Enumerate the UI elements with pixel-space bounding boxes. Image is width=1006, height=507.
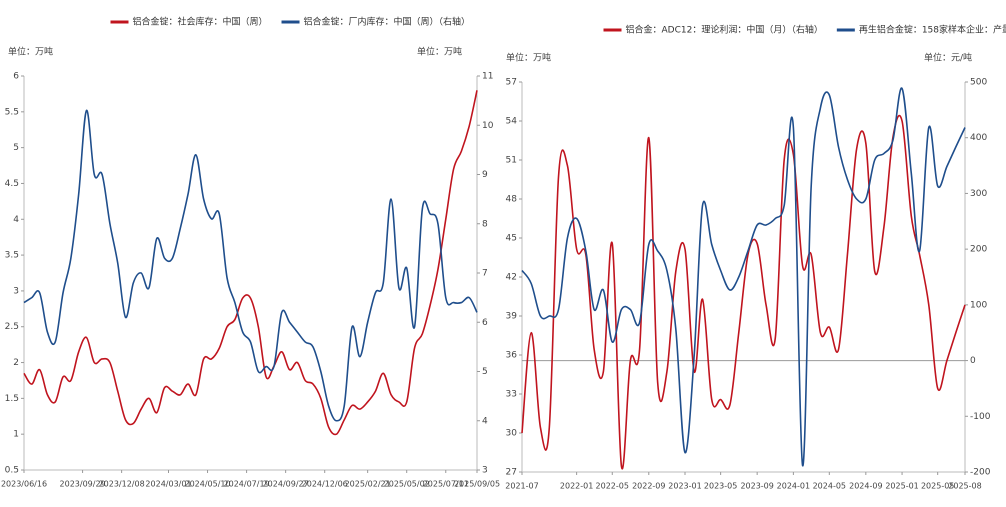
x-tick-label: 2024/05/10 [184, 480, 230, 489]
x-tick-label: 2025-08 [948, 482, 981, 491]
x-tick-label: 2024/09/27 [263, 480, 309, 489]
y2-tick-label: 11 [482, 72, 493, 82]
series-line [521, 114, 966, 470]
y-tick-label: 36 [506, 351, 518, 361]
legend-label: 铝合金：ADC12：理论利润：中国（月）（右轴） [626, 24, 823, 36]
y-unit-label: 单位：万吨 [506, 52, 551, 64]
y-tick-label: 33 [506, 390, 517, 400]
x-tick-label: 2022-09 [632, 482, 665, 491]
y-tick-label: 54 [506, 117, 518, 127]
y-tick-label: 5.5 [5, 107, 19, 117]
y-tick-label: 4 [13, 215, 19, 225]
y2-tick-label: 400 [970, 133, 987, 143]
y-tick-label: 42 [506, 273, 517, 283]
x-tick-label: 2023/12/08 [99, 480, 145, 489]
y2-tick-label: 0 [970, 356, 976, 366]
y2-unit-label: 单位：元/吨 [924, 52, 972, 64]
y-tick-label: 5 [13, 143, 19, 153]
x-tick-label: 2024-01 [777, 482, 810, 491]
y2-tick-label: 4 [482, 416, 488, 426]
x-tick-label: 2023/06/16 [1, 480, 47, 489]
y-tick-label: 2 [13, 358, 19, 368]
y-tick-label: 1.5 [5, 394, 19, 404]
y-tick-label: 1 [13, 430, 19, 440]
x-tick-label: 2021-07 [505, 482, 538, 491]
y-tick-label: 3 [13, 286, 19, 296]
x-tick-label: 2023-01 [668, 482, 701, 491]
y-tick-label: 30 [506, 429, 518, 439]
y2-tick-label: 3 [482, 466, 488, 476]
y2-tick-label: 6 [482, 318, 488, 328]
y-tick-label: 0.5 [5, 466, 19, 476]
y2-tick-label: 100 [970, 300, 987, 310]
x-tick-label: 2025/09/05 [454, 480, 500, 489]
y-tick-label: 48 [506, 195, 518, 205]
y-unit-label: 单位：万吨 [8, 46, 53, 58]
legend-label: 再生铝合金锭：158家样本企业：产量：中国（月） [859, 24, 1006, 36]
y-tick-label: 6 [13, 72, 19, 82]
x-tick-label: 2024-05 [813, 482, 846, 491]
x-tick-label: 2025-01 [885, 482, 918, 491]
x-tick-label: 2025/02/21 [345, 480, 391, 489]
series-line [521, 87, 966, 467]
y2-tick-label: 10 [482, 121, 494, 131]
y-tick-label: 51 [506, 156, 517, 166]
y2-tick-label: -100 [970, 412, 991, 422]
y-tick-label: 2.5 [5, 322, 19, 332]
x-tick-label: 2023-09 [740, 482, 773, 491]
x-tick-label: 2024/12/06 [302, 480, 348, 489]
y-tick-label: 3.5 [5, 251, 19, 261]
y-tick-label: 57 [506, 78, 517, 88]
y-tick-label: 27 [506, 468, 517, 478]
y-tick-label: 45 [506, 234, 517, 244]
y2-tick-label: 500 [970, 78, 987, 88]
x-tick-label: 2023/09/29 [60, 480, 106, 489]
x-tick-label: 2023-05 [704, 482, 737, 491]
x-tick-label: 2022-01 [560, 482, 593, 491]
y2-tick-label: 300 [970, 189, 987, 199]
x-tick-label: 2024/03/01 [145, 480, 191, 489]
x-tick-label: 2022-05 [596, 482, 629, 491]
y2-unit-label: 单位：万吨 [417, 46, 462, 58]
y-tick-label: 4.5 [5, 179, 19, 189]
legend-label: 铝合金锭：社会库存：中国（周） [133, 16, 268, 28]
y2-tick-label: 8 [482, 219, 488, 229]
legend-label: 铝合金锭：厂内库存：中国（周）（右轴） [304, 16, 471, 28]
x-tick-label: 2024-09 [849, 482, 882, 491]
x-tick-label: 2025/05/02 [384, 480, 430, 489]
y2-tick-label: -200 [970, 468, 991, 478]
y2-tick-label: 7 [482, 269, 488, 279]
series-line [23, 109, 478, 422]
series-line [23, 90, 478, 436]
y2-tick-label: 9 [482, 170, 488, 180]
x-tick-label: 2025-05 [921, 482, 954, 491]
x-tick-label: 2024/07/19 [224, 480, 270, 489]
y2-tick-label: 5 [482, 367, 488, 377]
x-tick-label: 2025/07/11 [423, 480, 469, 489]
y-tick-label: 39 [506, 312, 518, 322]
y2-tick-label: 200 [970, 245, 987, 255]
